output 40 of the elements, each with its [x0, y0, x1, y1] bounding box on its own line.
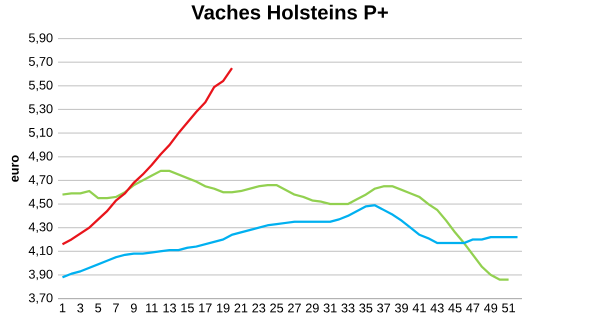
y-tick-label: 4,30: [28, 222, 53, 234]
x-tick-label: 15: [181, 304, 194, 313]
x-tick-label: 27: [288, 304, 301, 313]
x-tick-label: 17: [199, 304, 212, 312]
y-axis-title: euro: [12, 156, 19, 182]
y-tick-label: 5,10: [28, 128, 53, 139]
x-tick-label: 49: [484, 304, 498, 313]
x-tick-label: 25: [270, 304, 284, 313]
x-tick-label: 21: [234, 304, 248, 313]
x-tick-label: 29: [306, 304, 319, 313]
x-tick-label: 5: [95, 304, 102, 313]
x-tick-label: 33: [341, 304, 354, 313]
x-tick-label: 35: [359, 304, 372, 313]
x-tick-label: 11: [146, 304, 158, 312]
y-tick-label: 5,70: [28, 57, 53, 68]
y-tick-label: 5,90: [28, 34, 53, 44]
x-tick-label: 43: [430, 304, 444, 313]
x-tick-label: 23: [252, 304, 266, 313]
x-tick-label: 45: [448, 304, 462, 313]
x-tick-label: 31: [324, 304, 337, 313]
y-tick-label: 3,70: [28, 294, 53, 304]
x-tick-label: 47: [466, 304, 480, 312]
x-tick-label: 19: [217, 304, 230, 313]
y-tick-label: 4,90: [28, 152, 53, 162]
chart-title: Vaches Holsteins P+: [191, 4, 388, 20]
x-tick-label: 51: [502, 304, 516, 313]
x-tick-label: 1: [60, 304, 66, 312]
y-tick-label: 3,90: [28, 270, 53, 280]
x-tick-label: 13: [163, 304, 176, 313]
y-tick-label: 4,50: [28, 199, 53, 210]
y-tick-label: 5,30: [28, 104, 53, 115]
y-tick-label: 4,70: [28, 175, 53, 186]
x-tick-label: 39: [394, 304, 408, 313]
x-tick-label: 9: [130, 304, 137, 313]
x-tick-label: 41: [412, 304, 426, 312]
x-tick-label: 37: [377, 304, 390, 313]
y-tick-label: 5,50: [28, 80, 53, 92]
x-tick-label: 3: [77, 304, 84, 313]
x-tick-label: 7: [113, 304, 119, 312]
y-tick-label: 4,10: [28, 246, 53, 257]
